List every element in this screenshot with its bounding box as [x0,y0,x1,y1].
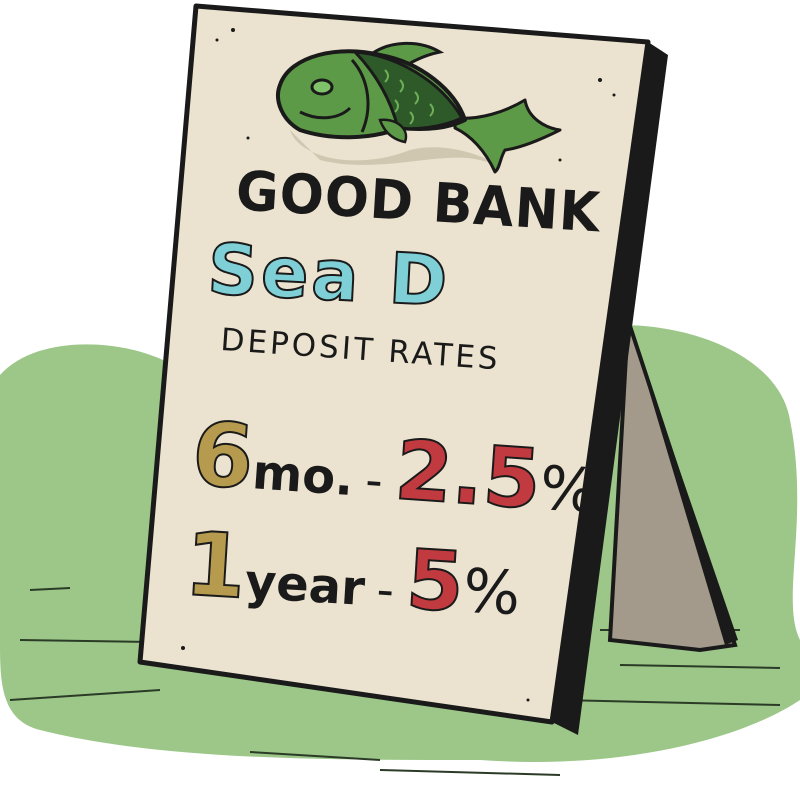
sign-side-edge [552,40,668,735]
fish-illustration [276,41,562,174]
sign-back-edge [628,320,738,645]
sign-face [137,3,651,725]
sign-speckles [181,28,616,702]
